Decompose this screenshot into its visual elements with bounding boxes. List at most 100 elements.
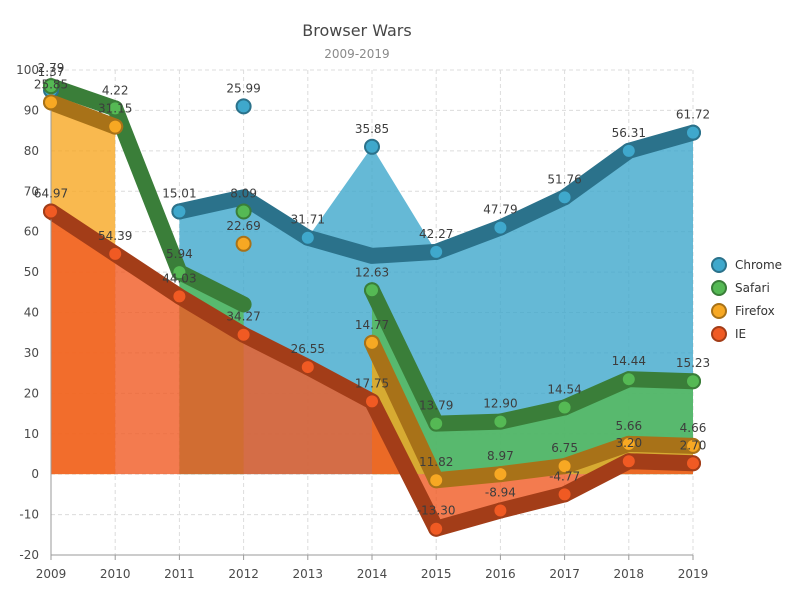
- data-label-firefox: 8.97: [487, 449, 514, 463]
- legend-marker-safari[interactable]: [711, 280, 727, 296]
- point-chrome: [685, 124, 701, 141]
- x-tick-label: 2013: [293, 567, 324, 581]
- legend-label-chrome[interactable]: Chrome: [735, 258, 782, 272]
- data-label-firefox: 22.69: [226, 219, 260, 233]
- x-tick-label: 2011: [164, 567, 195, 581]
- data-label-firefox: 11.82: [419, 455, 453, 469]
- x-tick-label: 2016: [485, 567, 516, 581]
- data-points: [43, 78, 701, 537]
- point-ie: [556, 486, 573, 503]
- data-label-firefox: 4.66: [680, 421, 707, 435]
- point-safari: [43, 78, 59, 95]
- y-tick-label: 50: [24, 265, 39, 279]
- data-label-chrome: 51.76: [547, 172, 581, 186]
- data-label-safari: 14.44: [612, 354, 646, 368]
- point-firefox: [107, 118, 124, 135]
- point-safari: [107, 100, 124, 117]
- x-tick-label: 2017: [549, 567, 580, 581]
- point-ie: [492, 502, 509, 519]
- data-labels: 1.37 15.01 25.99 31.71 35.85 42.27 47.79 51.76 5…: [34, 61, 710, 518]
- legend-label-safari[interactable]: Safari: [735, 281, 770, 295]
- point-safari: [685, 373, 701, 390]
- point-safari: [364, 282, 380, 299]
- point-firefox: [235, 235, 252, 252]
- point-safari: [492, 413, 509, 430]
- y-tick-label: 70: [24, 184, 39, 198]
- line-safari: [43, 78, 252, 313]
- point-chrome: [299, 229, 316, 246]
- legend-label-ie[interactable]: IE: [735, 327, 746, 341]
- point-chrome: [620, 142, 637, 159]
- point-safari: [620, 371, 637, 388]
- legend: Chrome Safari Firefox IE: [711, 257, 782, 342]
- y-tick-label: -20: [19, 548, 39, 562]
- point-chrome: [171, 203, 188, 220]
- point-ie: [43, 203, 59, 220]
- y-tick-label: 100: [16, 63, 39, 77]
- x-tick-label: 2010: [100, 567, 131, 581]
- point-firefox: [492, 466, 509, 483]
- data-label-firefox: 5.66: [615, 419, 642, 433]
- point-safari: [428, 415, 445, 432]
- point-ie: [235, 326, 252, 343]
- data-label-firefox: 14.77: [355, 318, 389, 332]
- x-tick-label: 2014: [357, 567, 388, 581]
- data-label-safari: 2.79: [38, 61, 65, 75]
- data-label-ie: 64.97: [34, 186, 68, 200]
- legend-marker-chrome[interactable]: [711, 257, 727, 273]
- y-tick-label: 80: [24, 144, 39, 158]
- data-label-safari: 12.90: [483, 397, 517, 411]
- legend-marker-firefox[interactable]: [711, 303, 727, 319]
- point-firefox: [620, 435, 637, 452]
- point-chrome: [235, 98, 252, 115]
- y-tick-label: 60: [24, 225, 39, 239]
- point-firefox: [556, 458, 573, 475]
- point-ie: [428, 520, 445, 537]
- point-firefox: [43, 94, 59, 111]
- data-label-chrome: 35.85: [355, 122, 389, 136]
- line-firefox: [43, 94, 124, 135]
- point-firefox: [364, 334, 380, 351]
- data-label-ie: 2.70: [680, 438, 707, 452]
- data-label-safari: 15.23: [676, 356, 710, 370]
- y-tick-label: 30: [24, 346, 39, 360]
- data-label-chrome: 61.72: [676, 108, 710, 122]
- point-ie: [620, 453, 637, 470]
- data-label-chrome: 15.01: [162, 186, 196, 200]
- legend-marker-ie[interactable]: [711, 326, 727, 342]
- point-chrome: [364, 138, 380, 155]
- data-label-chrome: 56.31: [612, 126, 646, 140]
- data-label-chrome: 47.79: [483, 203, 517, 217]
- data-label-chrome: 1.37: [38, 65, 65, 79]
- x-tick-label: 2012: [228, 567, 259, 581]
- data-label-ie: 34.27: [226, 310, 260, 324]
- area-ie: [51, 211, 693, 529]
- data-label-firefox: 31.15: [98, 102, 132, 116]
- point-safari: [235, 203, 252, 220]
- y-tick-label: -10: [19, 508, 39, 522]
- point-ie: [171, 288, 188, 305]
- chart-title: Browser Wars: [302, 21, 411, 40]
- data-label-chrome: 25.99: [226, 81, 260, 95]
- data-label-ie: -8.94: [485, 486, 516, 500]
- point-ie: [685, 455, 701, 472]
- data-label-firefox: 25.85: [34, 77, 68, 91]
- point-safari: [171, 264, 188, 281]
- data-label-ie: 54.39: [98, 229, 132, 243]
- data-label-safari: 13.79: [419, 399, 453, 413]
- line-safari: [364, 282, 701, 432]
- x-tick-label: 2015: [421, 567, 452, 581]
- y-tick-label: 90: [24, 103, 39, 117]
- point-ie: [364, 393, 380, 410]
- data-label-safari: 5.94: [166, 247, 193, 261]
- data-label-safari: 12.63: [355, 265, 389, 279]
- point-chrome: [492, 219, 509, 236]
- data-label-ie: 44.03: [162, 271, 196, 285]
- x-tick-label: 2018: [614, 567, 645, 581]
- data-label-ie: 26.55: [291, 342, 325, 356]
- chart-subtitle: 2009-2019: [324, 47, 389, 61]
- legend-label-firefox[interactable]: Firefox: [735, 304, 775, 318]
- data-label-chrome: 42.27: [419, 227, 453, 241]
